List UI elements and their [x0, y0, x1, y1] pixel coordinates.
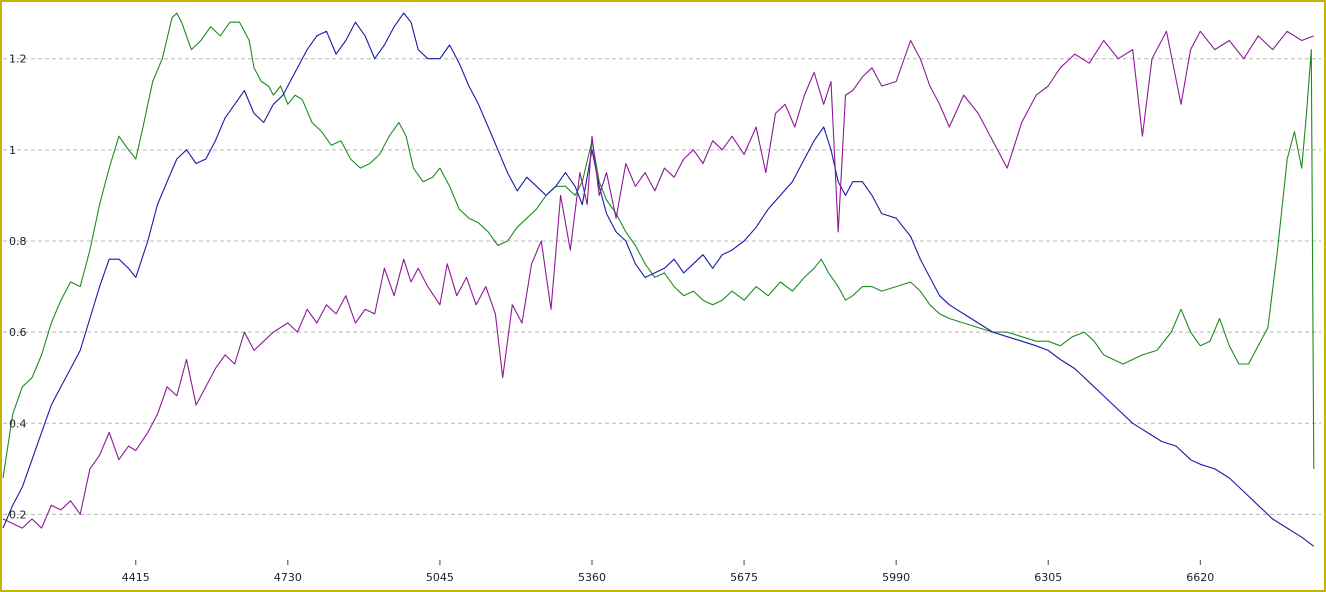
x-tick-label: 4730 — [274, 571, 302, 584]
y-tick-label: 0.6 — [9, 326, 27, 339]
x-tick-label: 5360 — [578, 571, 606, 584]
series-line-2 — [2, 12, 1315, 547]
x-tick-label: 6620 — [1186, 571, 1214, 584]
y-tick-label: 1 — [9, 144, 16, 157]
series-line-1 — [2, 12, 1315, 479]
y-tick-label: 0.8 — [9, 235, 27, 248]
series-line-3 — [2, 30, 1314, 529]
y-tick-label: 0.2 — [9, 508, 27, 521]
x-tick-label: 4415 — [122, 571, 150, 584]
x-tick-label: 5990 — [882, 571, 910, 584]
y-tick-label: 0.4 — [9, 417, 27, 430]
series-layer — [2, 12, 1315, 547]
x-axis: 4415 4730 5045 5360 5675 5990 6305 6620 — [122, 560, 1214, 584]
y-axis: 0.2 0.4 0.6 0.8 1 1.2 — [9, 53, 27, 522]
x-tick-label: 6305 — [1034, 571, 1062, 584]
y-tick-label: 1.2 — [9, 53, 27, 66]
x-tick-label: 5675 — [730, 571, 758, 584]
gridlines — [3, 58, 1321, 515]
x-tick-label: 5045 — [426, 571, 454, 584]
